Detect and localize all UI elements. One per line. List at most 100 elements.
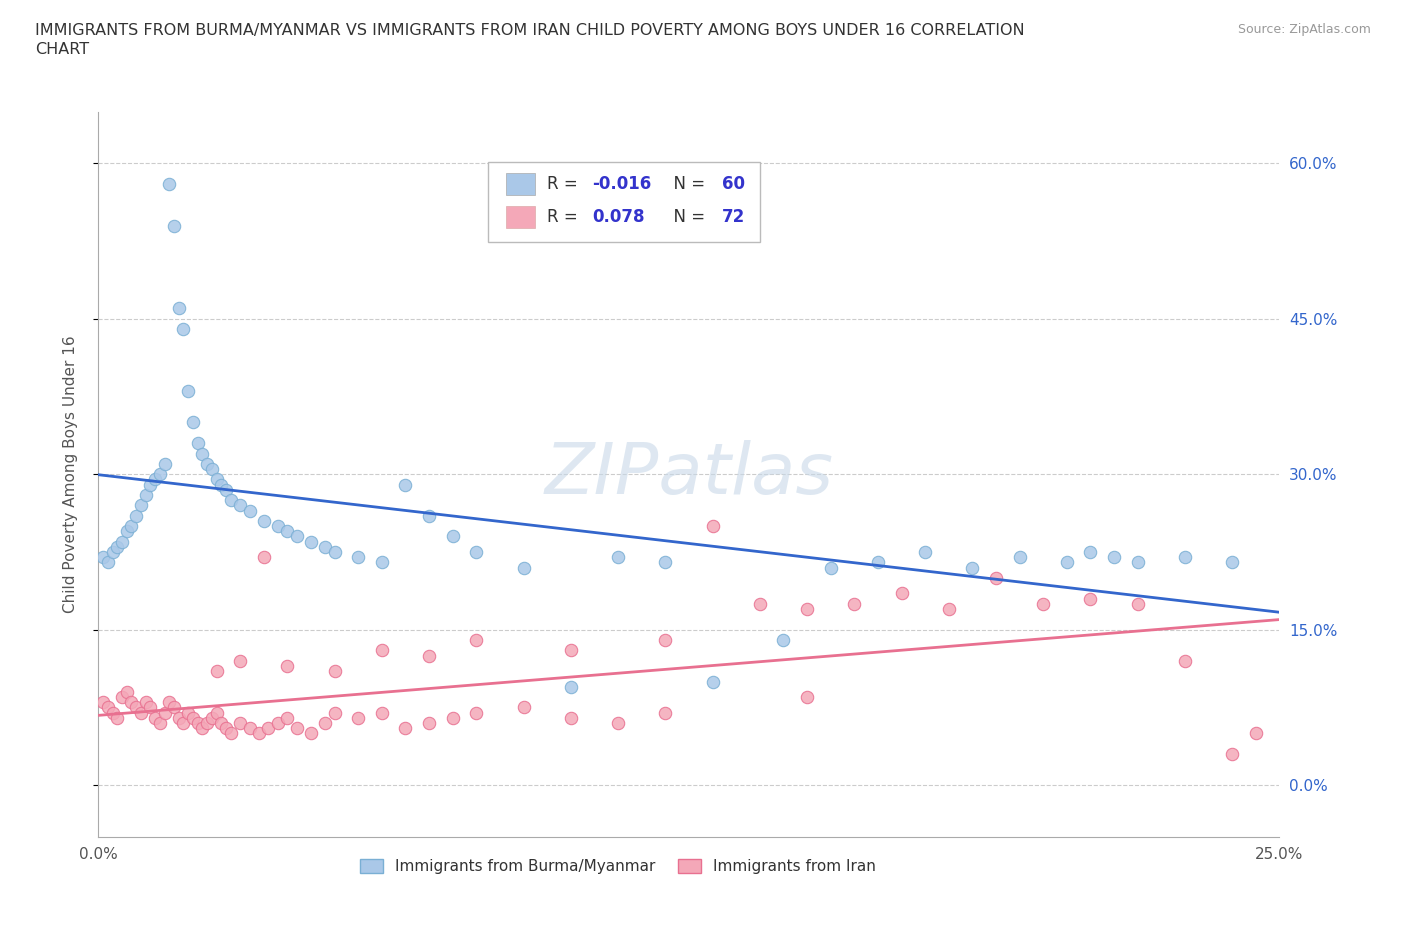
- Point: [253, 513, 276, 528]
- Point: [195, 715, 218, 730]
- Point: [215, 483, 238, 498]
- Point: [229, 654, 252, 669]
- Point: [654, 705, 676, 720]
- Point: [257, 721, 280, 736]
- Text: Source: ZipAtlas.com: Source: ZipAtlas.com: [1237, 23, 1371, 36]
- Point: [205, 664, 228, 679]
- Point: [101, 705, 124, 720]
- Bar: [506, 206, 536, 228]
- Y-axis label: Child Poverty Among Boys Under 16: Child Poverty Among Boys Under 16: [63, 336, 77, 613]
- Point: [314, 715, 336, 730]
- Point: [111, 690, 134, 705]
- Legend: Immigrants from Burma/Myanmar, Immigrants from Iran: Immigrants from Burma/Myanmar, Immigrant…: [354, 853, 883, 880]
- Point: [219, 726, 242, 741]
- Point: [157, 695, 180, 710]
- Point: [115, 524, 138, 538]
- Point: [215, 721, 238, 736]
- Point: [181, 415, 204, 430]
- Point: [323, 545, 346, 560]
- Point: [149, 715, 172, 730]
- Point: [125, 509, 148, 524]
- Text: 60: 60: [723, 175, 745, 193]
- Point: [654, 632, 676, 647]
- Point: [105, 539, 128, 554]
- Point: [205, 705, 228, 720]
- Point: [153, 457, 176, 472]
- Point: [465, 545, 488, 560]
- Text: ZIPatlas: ZIPatlas: [544, 440, 834, 509]
- Point: [149, 467, 172, 482]
- Point: [121, 695, 143, 710]
- Point: [371, 705, 394, 720]
- Point: [267, 715, 290, 730]
- Point: [938, 602, 960, 617]
- FancyBboxPatch shape: [488, 163, 759, 242]
- Point: [441, 529, 464, 544]
- Text: R =: R =: [547, 175, 583, 193]
- Point: [1102, 550, 1125, 565]
- Point: [772, 632, 794, 647]
- Point: [441, 711, 464, 725]
- Point: [347, 550, 370, 565]
- Point: [172, 322, 194, 337]
- Point: [299, 534, 322, 549]
- Point: [299, 726, 322, 741]
- Point: [512, 560, 534, 575]
- Point: [97, 555, 120, 570]
- Bar: [506, 173, 536, 195]
- Point: [1080, 591, 1102, 606]
- Point: [219, 493, 242, 508]
- Text: 72: 72: [723, 207, 745, 226]
- Text: IMMIGRANTS FROM BURMA/MYANMAR VS IMMIGRANTS FROM IRAN CHILD POVERTY AMONG BOYS U: IMMIGRANTS FROM BURMA/MYANMAR VS IMMIGRA…: [35, 23, 1025, 38]
- Point: [512, 700, 534, 715]
- Point: [1056, 555, 1078, 570]
- Point: [121, 519, 143, 534]
- Point: [201, 461, 224, 476]
- Point: [285, 529, 308, 544]
- Point: [139, 477, 162, 492]
- Point: [101, 545, 124, 560]
- Point: [394, 721, 416, 736]
- Point: [820, 560, 842, 575]
- Point: [418, 715, 440, 730]
- Point: [105, 711, 128, 725]
- Point: [914, 545, 936, 560]
- Point: [143, 472, 166, 487]
- Point: [654, 555, 676, 570]
- Point: [129, 498, 152, 512]
- Point: [465, 705, 488, 720]
- Point: [1080, 545, 1102, 560]
- Point: [702, 519, 724, 534]
- Point: [702, 674, 724, 689]
- Point: [748, 596, 770, 611]
- Point: [418, 509, 440, 524]
- Point: [418, 648, 440, 663]
- Point: [135, 695, 157, 710]
- Point: [1174, 550, 1197, 565]
- Point: [371, 555, 394, 570]
- Point: [607, 715, 630, 730]
- Point: [177, 384, 200, 399]
- Point: [465, 632, 488, 647]
- Point: [205, 472, 228, 487]
- Point: [181, 711, 204, 725]
- Point: [163, 700, 186, 715]
- Text: -0.016: -0.016: [592, 175, 651, 193]
- Point: [91, 550, 114, 565]
- Point: [191, 446, 214, 461]
- Point: [143, 711, 166, 725]
- Point: [1244, 726, 1267, 741]
- Point: [314, 539, 336, 554]
- Text: N =: N =: [664, 207, 710, 226]
- Point: [172, 715, 194, 730]
- Text: CHART: CHART: [35, 42, 89, 57]
- Point: [285, 721, 308, 736]
- Point: [191, 721, 214, 736]
- Point: [135, 487, 157, 502]
- Point: [560, 679, 582, 694]
- Point: [115, 684, 138, 699]
- Point: [323, 664, 346, 679]
- Point: [247, 726, 270, 741]
- Point: [267, 519, 290, 534]
- Text: N =: N =: [664, 175, 710, 193]
